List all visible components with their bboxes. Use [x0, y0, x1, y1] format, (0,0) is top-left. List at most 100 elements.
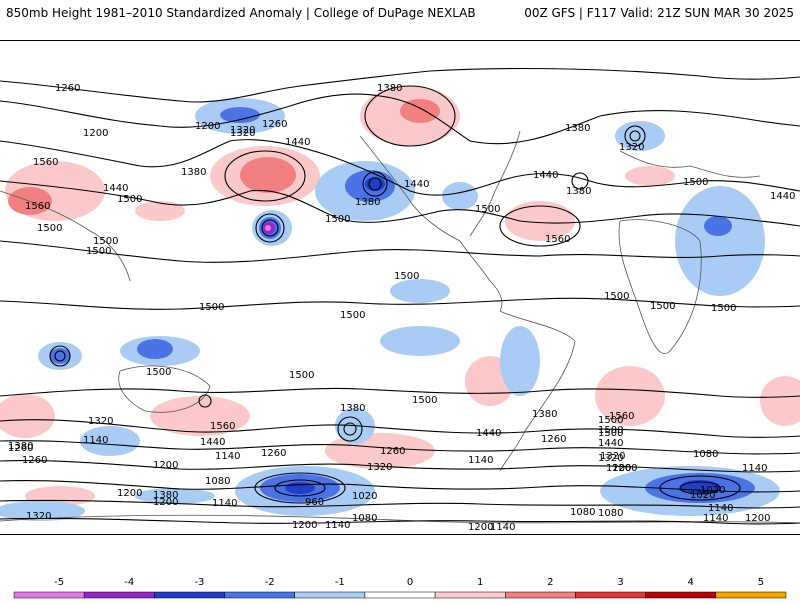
contour-label: 1380 — [565, 123, 590, 134]
colorbar-tick-label: -3 — [194, 577, 204, 588]
contour-label: 1380 — [355, 197, 380, 208]
low-center — [261, 219, 279, 237]
contour-line — [0, 499, 800, 509]
colorbar-swatch — [224, 591, 295, 599]
contour-label: 1200 — [83, 128, 108, 139]
contour-label: 1320 — [367, 462, 392, 473]
anomaly-negative — [137, 339, 173, 359]
contour-label: 1200 — [292, 520, 317, 531]
anomaly-negative — [675, 186, 765, 296]
contour-label: 1200 — [153, 460, 178, 471]
contour-label: 1080 — [598, 508, 623, 519]
contour-line — [0, 440, 800, 455]
contour-label: 1140 — [83, 435, 108, 446]
contour-label: 1320 — [26, 511, 51, 522]
contour-line — [0, 387, 800, 398]
map-panel: 1260 1380 1320 1200 1200 1320 1260 1440 … — [0, 40, 800, 535]
colorbar-ticks: -5 -4 -3 -2 -1 0 1 2 3 4 5 — [54, 577, 764, 588]
contour-label: 1200 — [117, 488, 142, 499]
contour-label: 1560 — [25, 201, 50, 212]
low-center — [571, 172, 589, 190]
contour-label: 1140 — [703, 513, 728, 524]
colorbar-swatch — [434, 591, 506, 599]
australia-coast — [118, 365, 211, 413]
contour-label: 1440 — [103, 183, 128, 194]
contour-label: 1320 — [600, 451, 625, 462]
contour-label: 1140 — [708, 503, 733, 514]
contour-label: 1500 — [0, 41, 25, 44]
north-america-coast — [359, 135, 503, 312]
contour-label: 1380 — [181, 167, 206, 178]
contour-label: 1500 — [86, 246, 111, 257]
anomaly-negative — [0, 501, 85, 521]
anomaly-positive — [505, 201, 575, 241]
contour-label: 1560 — [210, 421, 235, 432]
anomaly-positive — [595, 366, 665, 426]
colorbar-tick-label: -2 — [265, 577, 275, 588]
anomaly-negative — [390, 279, 450, 303]
anomaly-negative — [50, 348, 70, 364]
contour-label: 1500 — [598, 425, 623, 436]
contour-label: 1500 — [340, 310, 365, 321]
high-center — [364, 85, 456, 147]
high-center — [224, 150, 306, 202]
low-center — [362, 171, 388, 197]
contour-label: 1500 — [0, 41, 25, 44]
anomaly-negative — [380, 326, 460, 356]
anomaly-positive — [240, 157, 296, 193]
contour-label: 1380 — [377, 83, 402, 94]
low-center — [337, 416, 363, 442]
contour-label: 1380 — [566, 186, 591, 197]
anomaly-negative — [285, 482, 315, 494]
height-contours — [0, 67, 800, 525]
contour-label: 1260 — [261, 448, 286, 459]
asia-coast — [0, 190, 131, 282]
contour-label: 1500 — [475, 204, 500, 215]
contour-label: 1380 — [8, 441, 33, 452]
contour-line — [0, 517, 800, 525]
contour-line — [0, 460, 800, 473]
low-center — [255, 213, 285, 243]
low-center — [659, 475, 741, 501]
north-america-east — [469, 130, 521, 237]
contour-label: 1080 — [693, 449, 718, 460]
contour-label: 1140 — [325, 520, 350, 531]
run-valid-time: 00Z GFS | F117 Valid: 21Z SUN MAR 30 202… — [524, 6, 794, 20]
contour-label: 1500 — [0, 41, 25, 44]
contour-label: 1440 — [598, 438, 623, 449]
low-center — [198, 394, 212, 408]
colorbar-swatch — [715, 591, 787, 599]
contour-label: 1260 — [22, 455, 47, 466]
colorbar-tick-label: 2 — [547, 577, 553, 588]
colorbar-swatch — [154, 591, 225, 599]
contour-label: 1380 — [532, 409, 557, 420]
contour-label: 1140 — [490, 522, 515, 533]
colorbar-svg: -5 -4 -3 -2 -1 0 1 2 3 4 5 — [13, 577, 787, 599]
contour-label: 1320 — [619, 142, 644, 153]
contour-line — [0, 67, 800, 103]
colorbar: -5 -4 -3 -2 -1 0 1 2 3 4 5 — [0, 572, 800, 600]
anomaly-map: 1260 1380 1320 1200 1200 1320 1260 1440 … — [0, 41, 800, 533]
colorbar-tick-label: -4 — [124, 577, 134, 588]
colorbar-tick-label: 3 — [617, 577, 623, 588]
header: 850mb Height 1981–2010 Standardized Anom… — [0, 0, 800, 24]
contour-label: 1500 — [598, 415, 623, 426]
contour-label: 1260 — [55, 83, 80, 94]
contour-label: 1320 — [598, 453, 623, 464]
low-center — [679, 481, 721, 495]
contour-label: 1200 — [606, 463, 631, 474]
colorbar-tick-label: 5 — [758, 577, 764, 588]
contour-label: 1020 — [690, 490, 715, 501]
anomaly-positive — [400, 99, 440, 123]
contour-label: 1200 — [612, 463, 637, 474]
anomaly-negative — [442, 182, 478, 210]
contour-label: 1440 — [533, 170, 558, 181]
contour-line — [0, 93, 800, 145]
contour-label: 1260 — [541, 434, 566, 445]
low-center — [274, 479, 326, 497]
anomaly-positive — [760, 376, 800, 426]
contour-label: 1200 — [153, 497, 178, 508]
low-center — [54, 350, 66, 362]
colorbar-segments — [13, 591, 787, 599]
contour-label: 1500 — [146, 367, 171, 378]
